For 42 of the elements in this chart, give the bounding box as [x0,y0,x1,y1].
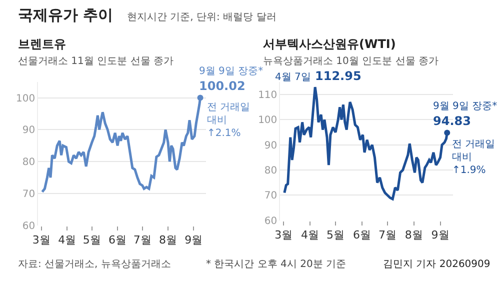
x-tick-label: 4월 [300,228,319,242]
y-tick-label: 70 [264,190,278,202]
text: 국제유가 추이 [18,6,114,24]
x-tick-label: 4월 [58,234,76,247]
x-tick-label: 9월 [431,228,450,242]
x-tick-label: 7월 [133,234,152,247]
x-tick-label: 6월 [108,234,127,247]
y-tick-label: 100 [16,93,36,104]
y-tick-label: 110 [258,90,278,102]
y-tick-label: 90 [264,140,278,152]
annotation: 4월 7일 [275,72,311,83]
data-label: 100.02 [199,79,246,93]
y-tick-label: 90 [22,125,36,136]
text: 현지시간 기준, 단위: 배럴당 달러 [127,12,276,23]
y-tick-label: 60 [22,220,36,232]
y-tick-label: 70 [22,188,36,200]
annotation: 9월 9일 장중* [199,66,264,77]
annotation: 9월 9일 장중* [433,101,498,112]
chart-title: 서부텍사스산원유(WTI) [263,37,396,51]
chart-subtitle: 선물거래소 11월 인도분 선물 종가 [18,56,174,67]
x-tick-label: 8월 [404,228,423,242]
annotation: 전 거래일 대비 ↑2.1% [207,102,250,139]
data-label: 94.83 [433,114,471,128]
x-tick-label: 8월 [159,234,178,247]
chart-subtitle: 뉴욕상품거래소 10월 인도분 선물 종가 [263,56,438,67]
x-tick-label: 5월 [82,234,101,247]
y-tick-label: 60 [264,216,278,227]
text: 자료: 선물거래소, 뉴욕상품거래소 [18,259,171,270]
x-tick-label: 7월 [378,228,396,242]
y-tick-label: 80 [22,157,36,168]
x-tick-label: 9월 [184,234,203,247]
x-tick-label: 5월 [326,228,345,242]
y-tick-label: 100 [258,115,278,126]
x-tick-label: 3월 [32,234,50,247]
x-tick-label: 6월 [352,228,371,242]
y-tick-label: 80 [264,166,278,177]
data-label: 112.95 [315,69,362,83]
text: * 한국시간 오후 4시 20분 기준 [206,259,346,270]
text: 김민지 기자 20260909 [383,259,490,270]
annotation: 전 거래일 대비 ↑1.9% [452,139,496,176]
chart-title: 브렌트유 [18,37,66,51]
x-tick-label: 3월 [274,228,293,242]
